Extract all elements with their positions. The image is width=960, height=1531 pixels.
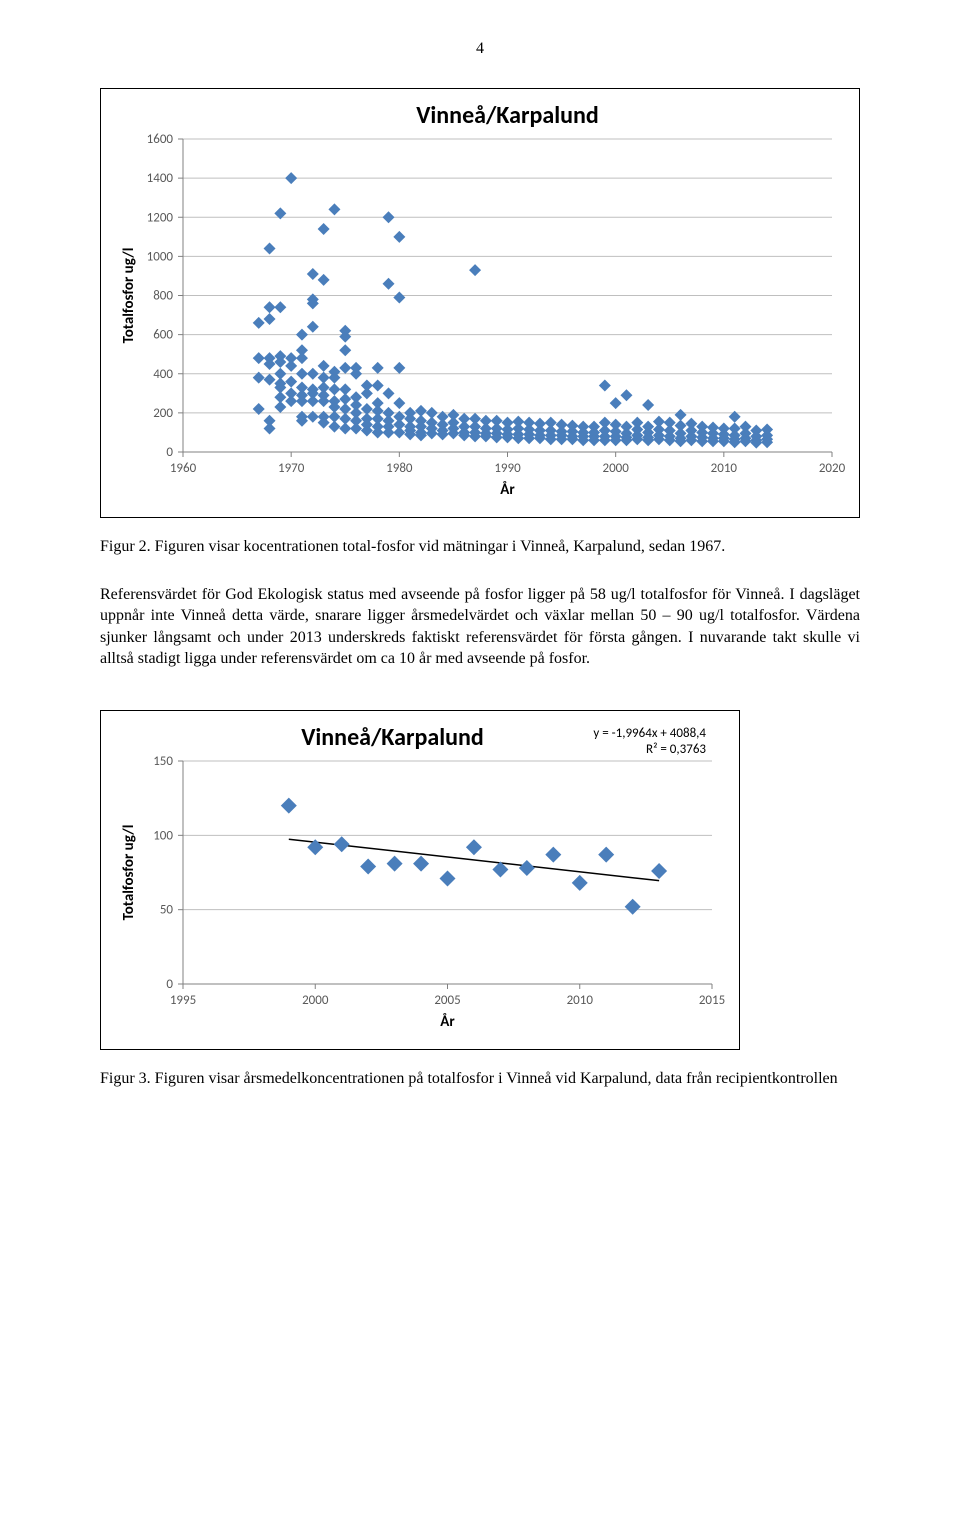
svg-text:0: 0 [166, 977, 173, 992]
svg-text:Vinneå/Karpalund: Vinneå/Karpalund [301, 723, 484, 752]
svg-text:100: 100 [153, 828, 173, 843]
svg-text:600: 600 [153, 328, 173, 343]
svg-text:Totalfosfor ug/l: Totalfosfor ug/l [120, 825, 138, 921]
svg-text:Vinneå/Karpalund: Vinneå/Karpalund [416, 101, 599, 130]
page-number: 4 [100, 40, 860, 58]
svg-text:2000: 2000 [302, 993, 329, 1008]
chart-2-container: 1995 2000 2005 2010 2015 0 50 100 150 År Totalfosf… [100, 710, 740, 1050]
svg-text:150: 150 [153, 754, 173, 769]
svg-text:1600: 1600 [147, 132, 174, 147]
svg-text:200: 200 [153, 406, 173, 421]
svg-text:År: År [440, 1012, 455, 1031]
svg-text:1960: 1960 [170, 461, 197, 476]
svg-text:1970: 1970 [278, 461, 305, 476]
svg-text:y = -1,9964x + 4088,4: y = -1,9964x + 4088,4 [593, 726, 706, 741]
svg-text:800: 800 [153, 289, 173, 304]
svg-text:2010: 2010 [711, 461, 738, 476]
figure-3-caption: Figur 3. Figuren visar årsmedelkoncentra… [100, 1068, 860, 1090]
svg-text:1995: 1995 [170, 993, 196, 1008]
svg-text:R² = 0,3763: R² = 0,3763 [646, 742, 706, 757]
svg-text:400: 400 [153, 367, 173, 382]
svg-text:Totalfosfor ug/l: Totalfosfor ug/l [120, 248, 138, 344]
svg-text:2010: 2010 [567, 993, 594, 1008]
paragraph-1: Referensvärdet för God Ekologisk status … [100, 584, 860, 670]
chart-1-container: 1960 1970 1980 1990 2000 2010 2020 0 200 400 600 80… [100, 88, 860, 518]
svg-text:2005: 2005 [434, 993, 460, 1008]
figure-2-caption: Figur 2. Figuren visar kocentrationen to… [100, 536, 860, 558]
page-root: 4 1960 1970 1980 1990 2000 2010 2020 0 200 400 600… [0, 0, 960, 1176]
svg-text:1980: 1980 [386, 461, 413, 476]
svg-text:År: År [500, 480, 515, 499]
chart-2: 1995 2000 2005 2010 2015 0 50 100 150 År Totalfosf… [113, 721, 727, 1039]
svg-text:1990: 1990 [494, 461, 521, 476]
svg-text:2015: 2015 [699, 993, 725, 1008]
svg-text:2020: 2020 [819, 461, 846, 476]
svg-text:0: 0 [166, 445, 173, 460]
svg-text:1200: 1200 [147, 210, 174, 225]
svg-text:1400: 1400 [147, 171, 174, 186]
svg-text:50: 50 [160, 903, 174, 918]
svg-text:1000: 1000 [147, 249, 174, 264]
chart-1: 1960 1970 1980 1990 2000 2010 2020 0 200 400 600 80… [113, 99, 847, 507]
svg-text:2000: 2000 [602, 461, 629, 476]
